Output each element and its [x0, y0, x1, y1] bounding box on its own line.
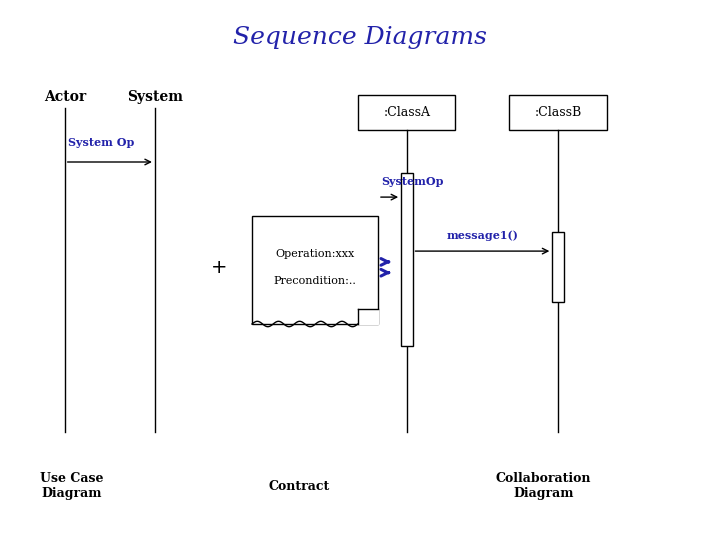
Bar	[552, 232, 564, 302]
Text: Use Case
Diagram: Use Case Diagram	[40, 471, 104, 501]
Text: Sequence Diagrams: Sequence Diagrams	[233, 26, 487, 49]
Text: +: +	[212, 258, 228, 277]
Text: System: System	[127, 90, 183, 104]
Text: message1(): message1()	[446, 231, 518, 241]
Text: Actor: Actor	[44, 90, 86, 104]
Bar	[510, 94, 606, 130]
Polygon shape	[358, 309, 378, 324]
Text: Collaboration
Diagram: Collaboration Diagram	[496, 471, 591, 501]
Bar	[401, 173, 413, 346]
Text: System Op: System Op	[68, 138, 135, 148]
Text: :ClassA: :ClassA	[383, 105, 431, 119]
Bar	[252, 216, 378, 324]
Text: Contract: Contract	[268, 480, 330, 492]
Text: Operation:xxx: Operation:xxx	[275, 249, 355, 259]
Bar	[358, 94, 455, 130]
Text: SystemOp: SystemOp	[382, 177, 444, 187]
Text: Precondition:..: Precondition:..	[274, 276, 356, 286]
Text: :ClassB: :ClassB	[534, 105, 582, 119]
